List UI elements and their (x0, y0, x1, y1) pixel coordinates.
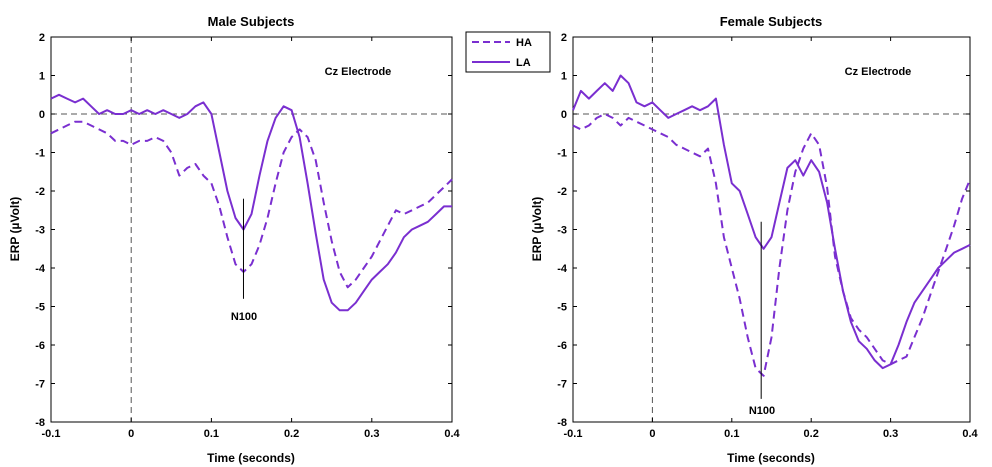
x-tick-label: 0.3 (364, 428, 379, 440)
x-tick-label: 0.4 (962, 428, 978, 440)
y-tick-label: 2 (39, 32, 45, 44)
y-tick-label: 0 (561, 109, 567, 121)
series-la-line (572, 74, 971, 370)
y-tick-label: -2 (35, 186, 45, 198)
y-tick-label: 1 (39, 71, 45, 83)
y-tick-label: -8 (35, 417, 45, 429)
y-tick-label: -5 (557, 302, 567, 314)
legend-box (465, 31, 551, 73)
right-panel: Female Subjects -0.1 0 0.1 0.2 0.3 0.4 2 1 0 -1 -2… (530, 14, 979, 465)
y-tick-label: 2 (561, 32, 567, 44)
y-tick-label: -6 (557, 340, 567, 352)
left-peak-label: N100 (231, 311, 257, 323)
x-tick-label: 0.4 (444, 428, 460, 440)
left-electrode-label: Cz Electrode (325, 66, 392, 78)
y-tick-label: -1 (35, 148, 45, 160)
y-tick-label: -3 (557, 225, 567, 237)
right-xlabel: Time (seconds) (727, 451, 815, 465)
y-tick-label: -5 (35, 302, 45, 314)
y-tick-label: -7 (557, 379, 567, 391)
right-electrode-label: Cz Electrode (845, 66, 912, 78)
y-tick-label: -7 (35, 379, 45, 391)
y-tick-label: -4 (557, 263, 568, 275)
x-tick-label: -0.1 (564, 428, 583, 440)
plot-frame (50, 36, 453, 423)
left-title: Male Subjects (208, 14, 295, 29)
legend: HA LA (465, 31, 551, 73)
left-panel: Male Subjects -0.1 0 0.1 0.2 0.3 0.4 2 1 0 -1 -2 -3… (8, 14, 461, 465)
left-plot: -0.1 0 0.1 0.2 0.3 0.4 2 1 0 -1 -2 -3 -4 -5 -6 -7 -8 (35, 32, 460, 440)
right-ylabel: ERP (µVolt) (530, 197, 544, 261)
right-title: Female Subjects (720, 14, 823, 29)
x-tick-label: -0.1 (42, 428, 61, 440)
y-tick-label: -6 (35, 340, 45, 352)
y-tick-label: -1 (557, 148, 567, 160)
series-ha-line (572, 113, 971, 377)
right-plot: -0.1 0 0.1 0.2 0.3 0.4 2 1 0 -1 -2 -3 -4 -5 -6 -7 -8 (557, 32, 978, 440)
legend-label-ha: HA (516, 37, 532, 49)
left-ylabel: ERP (µVolt) (8, 197, 22, 261)
y-tick-label: -4 (35, 263, 46, 275)
right-peak-label: N100 (749, 405, 775, 417)
y-tick-label: -8 (557, 417, 567, 429)
left-xlabel: Time (seconds) (207, 451, 295, 465)
x-tick-label: 0 (128, 428, 134, 440)
x-tick-label: 0.1 (204, 428, 219, 440)
x-tick-label: 0 (649, 428, 655, 440)
x-tick-label: 0.2 (804, 428, 819, 440)
y-tick-label: 0 (39, 109, 45, 121)
x-tick-label: 0.3 (883, 428, 898, 440)
series-la-line (50, 93, 452, 312)
x-tick-label: 0.1 (724, 428, 739, 440)
y-tick-label: -3 (35, 225, 45, 237)
x-tick-label: 0.2 (284, 428, 299, 440)
y-tick-label: -2 (557, 186, 567, 198)
y-tick-label: 1 (561, 71, 567, 83)
legend-label-la: LA (516, 57, 531, 69)
series-ha-line (50, 120, 453, 289)
